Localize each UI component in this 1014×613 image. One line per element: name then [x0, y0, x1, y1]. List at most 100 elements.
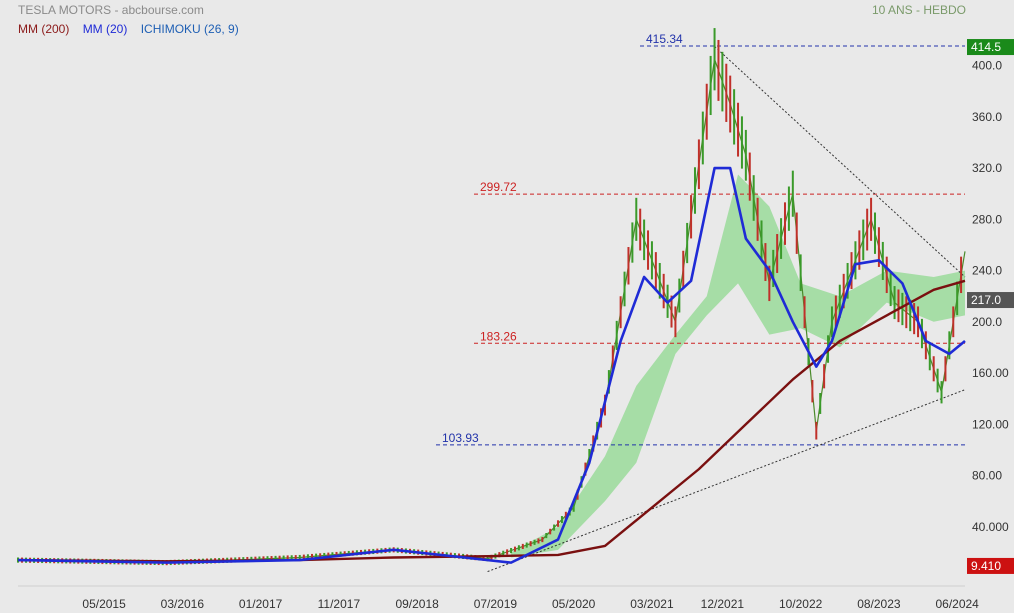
candle [588, 449, 591, 464]
x-tick-label: 05/2015 [82, 597, 126, 611]
candle [674, 306, 677, 338]
candle [866, 208, 869, 251]
candle [768, 265, 771, 302]
candle [611, 345, 614, 372]
candle [709, 55, 712, 116]
level-label: 183.26 [480, 329, 517, 343]
trendline [487, 389, 966, 573]
period-label: 10 ANS - HEBDO [871, 3, 966, 17]
candle [952, 306, 955, 338]
x-tick-label: 10/2022 [779, 597, 823, 611]
candle [697, 139, 700, 190]
candle [928, 343, 931, 371]
candle [517, 545, 520, 551]
candle [510, 547, 513, 554]
price-badge [967, 39, 1014, 56]
candle [537, 538, 540, 544]
price-badge-label: 217.0 [971, 293, 1001, 307]
candle [717, 39, 720, 101]
candle [686, 222, 689, 264]
legend-mm20[interactable]: MM (20) [82, 22, 128, 36]
x-tick-label: 03/2016 [161, 597, 205, 611]
candle [513, 546, 516, 552]
candle [701, 111, 704, 165]
x-tick-label: 08/2023 [857, 597, 901, 611]
candle [693, 167, 696, 214]
candle [780, 218, 783, 259]
x-tick-label: 12/2021 [701, 597, 745, 611]
candle [909, 299, 912, 332]
x-tick-label: 11/2017 [318, 597, 361, 611]
y-tick-label: 200.0 [972, 315, 1002, 329]
trendline [714, 46, 966, 278]
candle [948, 331, 951, 360]
candle [725, 63, 728, 122]
candle [560, 516, 563, 524]
candle [858, 230, 861, 270]
candle [490, 554, 493, 560]
candle [654, 252, 657, 290]
candle [791, 170, 794, 217]
candle [729, 75, 732, 133]
ichimoku-cloud [511, 174, 965, 558]
x-tick-label: 03/2021 [630, 597, 674, 611]
candle [815, 421, 818, 440]
candle [298, 554, 301, 561]
candle [854, 241, 857, 280]
price-badge-label: 414.5 [971, 40, 1001, 54]
candle [737, 102, 740, 157]
candle [623, 271, 626, 307]
candle [956, 281, 959, 316]
candle [873, 212, 876, 254]
candle [670, 295, 673, 328]
indicator-legend: MM (200) MM (20) ICHIMOKU (26, 9) [18, 22, 249, 36]
candle [254, 556, 257, 562]
candle [311, 553, 314, 560]
candle [262, 556, 265, 562]
candle [721, 51, 724, 112]
y-tick-label: 240.0 [972, 264, 1002, 278]
candle [502, 550, 505, 556]
y-tick-label: 400.0 [972, 59, 1002, 73]
candle [635, 197, 638, 241]
legend-ichimoku[interactable]: ICHIMOKU (26, 9) [140, 22, 239, 36]
candle [631, 222, 634, 263]
candle [932, 356, 935, 382]
candle [615, 320, 618, 350]
x-tick-label: 09/2018 [395, 597, 439, 611]
candle [834, 295, 837, 328]
candle [881, 241, 884, 280]
x-tick-label: 05/2020 [552, 597, 596, 611]
mm200-line [17, 279, 966, 563]
candle [498, 552, 501, 558]
candle [787, 186, 790, 231]
candle [662, 273, 665, 309]
candle [315, 553, 318, 559]
legend-mm200[interactable]: MM (200) [18, 22, 70, 36]
candle [549, 528, 552, 535]
candle [764, 243, 767, 281]
candle [627, 247, 630, 285]
price-badge [967, 292, 1014, 309]
candle [838, 284, 841, 318]
y-tick-label: 280.0 [972, 212, 1002, 226]
candle [830, 306, 833, 338]
candle [529, 541, 532, 547]
level-label: 103.93 [442, 431, 479, 445]
candle [846, 262, 849, 299]
mm20-line [17, 166, 966, 564]
candle [960, 256, 963, 294]
candle [862, 219, 865, 261]
candle [944, 356, 947, 382]
candle [533, 539, 536, 545]
candle [270, 556, 273, 562]
candle [282, 555, 285, 561]
x-tick-label: 07/2019 [474, 597, 518, 611]
chart-title: TESLA MOTORS - abcbourse.com [18, 3, 204, 17]
candle [553, 524, 556, 531]
candle [258, 556, 261, 562]
candle [870, 197, 873, 241]
y-tick-label: 80.00 [972, 469, 1002, 483]
candle [545, 533, 548, 539]
